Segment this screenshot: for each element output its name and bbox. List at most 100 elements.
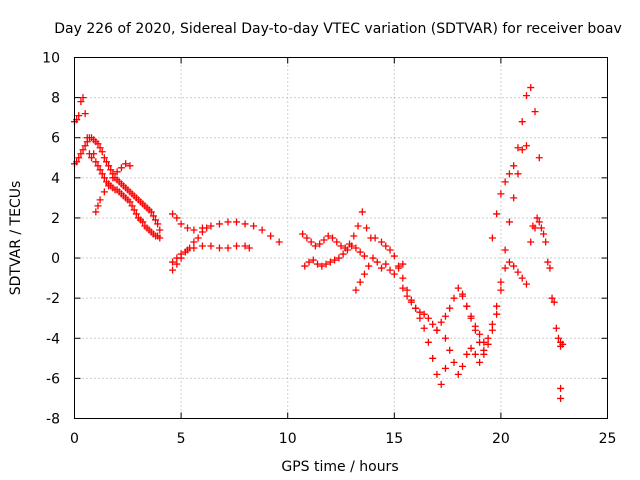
data-point xyxy=(403,292,411,300)
y-tick-label: -8 xyxy=(46,412,60,428)
data-point xyxy=(420,324,428,332)
data-point xyxy=(441,364,449,372)
data-point xyxy=(194,234,202,242)
data-point xyxy=(267,232,275,240)
data-point xyxy=(331,256,339,264)
data-point xyxy=(207,242,215,250)
x-tick-labels: 0 5 10 15 20 25 xyxy=(70,431,616,447)
data-point xyxy=(360,252,368,260)
data-point xyxy=(224,244,232,252)
data-point xyxy=(546,264,554,272)
data-point xyxy=(154,220,162,228)
data-point xyxy=(454,370,462,378)
data-point xyxy=(250,222,258,230)
series-segment-17 xyxy=(529,214,562,342)
data-point xyxy=(557,384,565,392)
data-point xyxy=(173,214,181,222)
y-tick-label: 2 xyxy=(51,211,60,227)
series-segment-14 xyxy=(459,142,530,354)
data-point xyxy=(416,314,424,322)
data-point xyxy=(309,256,317,264)
data-point xyxy=(339,250,347,258)
data-point xyxy=(100,174,108,182)
y-tick-label: -6 xyxy=(46,371,60,387)
grid xyxy=(74,57,608,419)
data-point xyxy=(505,218,513,226)
data-point xyxy=(527,84,535,92)
data-point xyxy=(130,206,138,214)
data-point xyxy=(100,154,108,162)
data-point xyxy=(548,294,556,302)
data-point xyxy=(467,344,475,352)
data-point xyxy=(386,266,394,274)
data-point xyxy=(433,370,441,378)
data-point xyxy=(501,178,509,186)
series-segment-15 xyxy=(488,84,543,242)
data-point xyxy=(139,218,147,226)
data-point xyxy=(102,158,110,166)
data-point xyxy=(454,284,462,292)
data-point xyxy=(94,202,102,210)
data-point xyxy=(90,150,98,158)
data-point xyxy=(356,248,364,256)
data-point xyxy=(365,262,373,270)
data-point xyxy=(107,166,115,174)
data-point xyxy=(233,218,241,226)
data-point xyxy=(324,232,332,240)
data-point xyxy=(113,168,121,176)
data-point xyxy=(535,154,543,162)
data-point xyxy=(149,212,157,220)
data-point xyxy=(446,346,454,354)
series-segment-12 xyxy=(433,284,488,346)
data-point xyxy=(169,258,177,266)
data-point xyxy=(450,358,458,366)
data-point xyxy=(241,220,249,228)
data-point xyxy=(514,170,522,178)
data-point xyxy=(311,242,319,250)
data-point xyxy=(510,162,518,170)
data-point xyxy=(399,260,407,268)
data-point xyxy=(96,166,104,174)
x-tick-label: 5 xyxy=(177,431,186,447)
data-point xyxy=(343,246,351,254)
data-point xyxy=(497,278,505,286)
data-point xyxy=(399,274,407,282)
data-point xyxy=(424,314,432,322)
series-segment-18 xyxy=(557,338,567,402)
data-point xyxy=(333,238,341,246)
data-point xyxy=(105,162,113,170)
data-point xyxy=(552,324,560,332)
series-segment-5 xyxy=(169,242,253,266)
data-point xyxy=(542,238,550,246)
data-point xyxy=(94,140,102,148)
data-point xyxy=(429,320,437,328)
data-point xyxy=(354,222,362,230)
data-point xyxy=(79,94,87,102)
y-tick-label: 8 xyxy=(51,91,60,107)
data-point xyxy=(437,380,445,388)
x-axis-label: GPS time / hours xyxy=(281,459,398,475)
data-point xyxy=(390,270,398,278)
data-point xyxy=(109,174,117,182)
y-tick-label: 0 xyxy=(51,251,60,267)
data-point xyxy=(81,110,89,118)
data-point xyxy=(88,154,96,162)
data-point xyxy=(441,334,449,342)
series-segment-8 xyxy=(301,242,368,270)
data-point xyxy=(326,258,334,266)
data-point xyxy=(484,340,492,348)
data-point xyxy=(535,218,543,226)
data-point xyxy=(429,354,437,362)
data-point xyxy=(522,280,530,288)
data-point xyxy=(544,258,552,266)
x-tick-label: 10 xyxy=(279,431,297,447)
data-points xyxy=(71,84,567,402)
data-point xyxy=(75,112,83,120)
data-point xyxy=(190,238,198,246)
data-point xyxy=(471,350,479,358)
data-point xyxy=(128,202,136,210)
data-point xyxy=(386,246,394,254)
x-tick-label: 0 xyxy=(70,431,79,447)
data-point xyxy=(358,208,366,216)
